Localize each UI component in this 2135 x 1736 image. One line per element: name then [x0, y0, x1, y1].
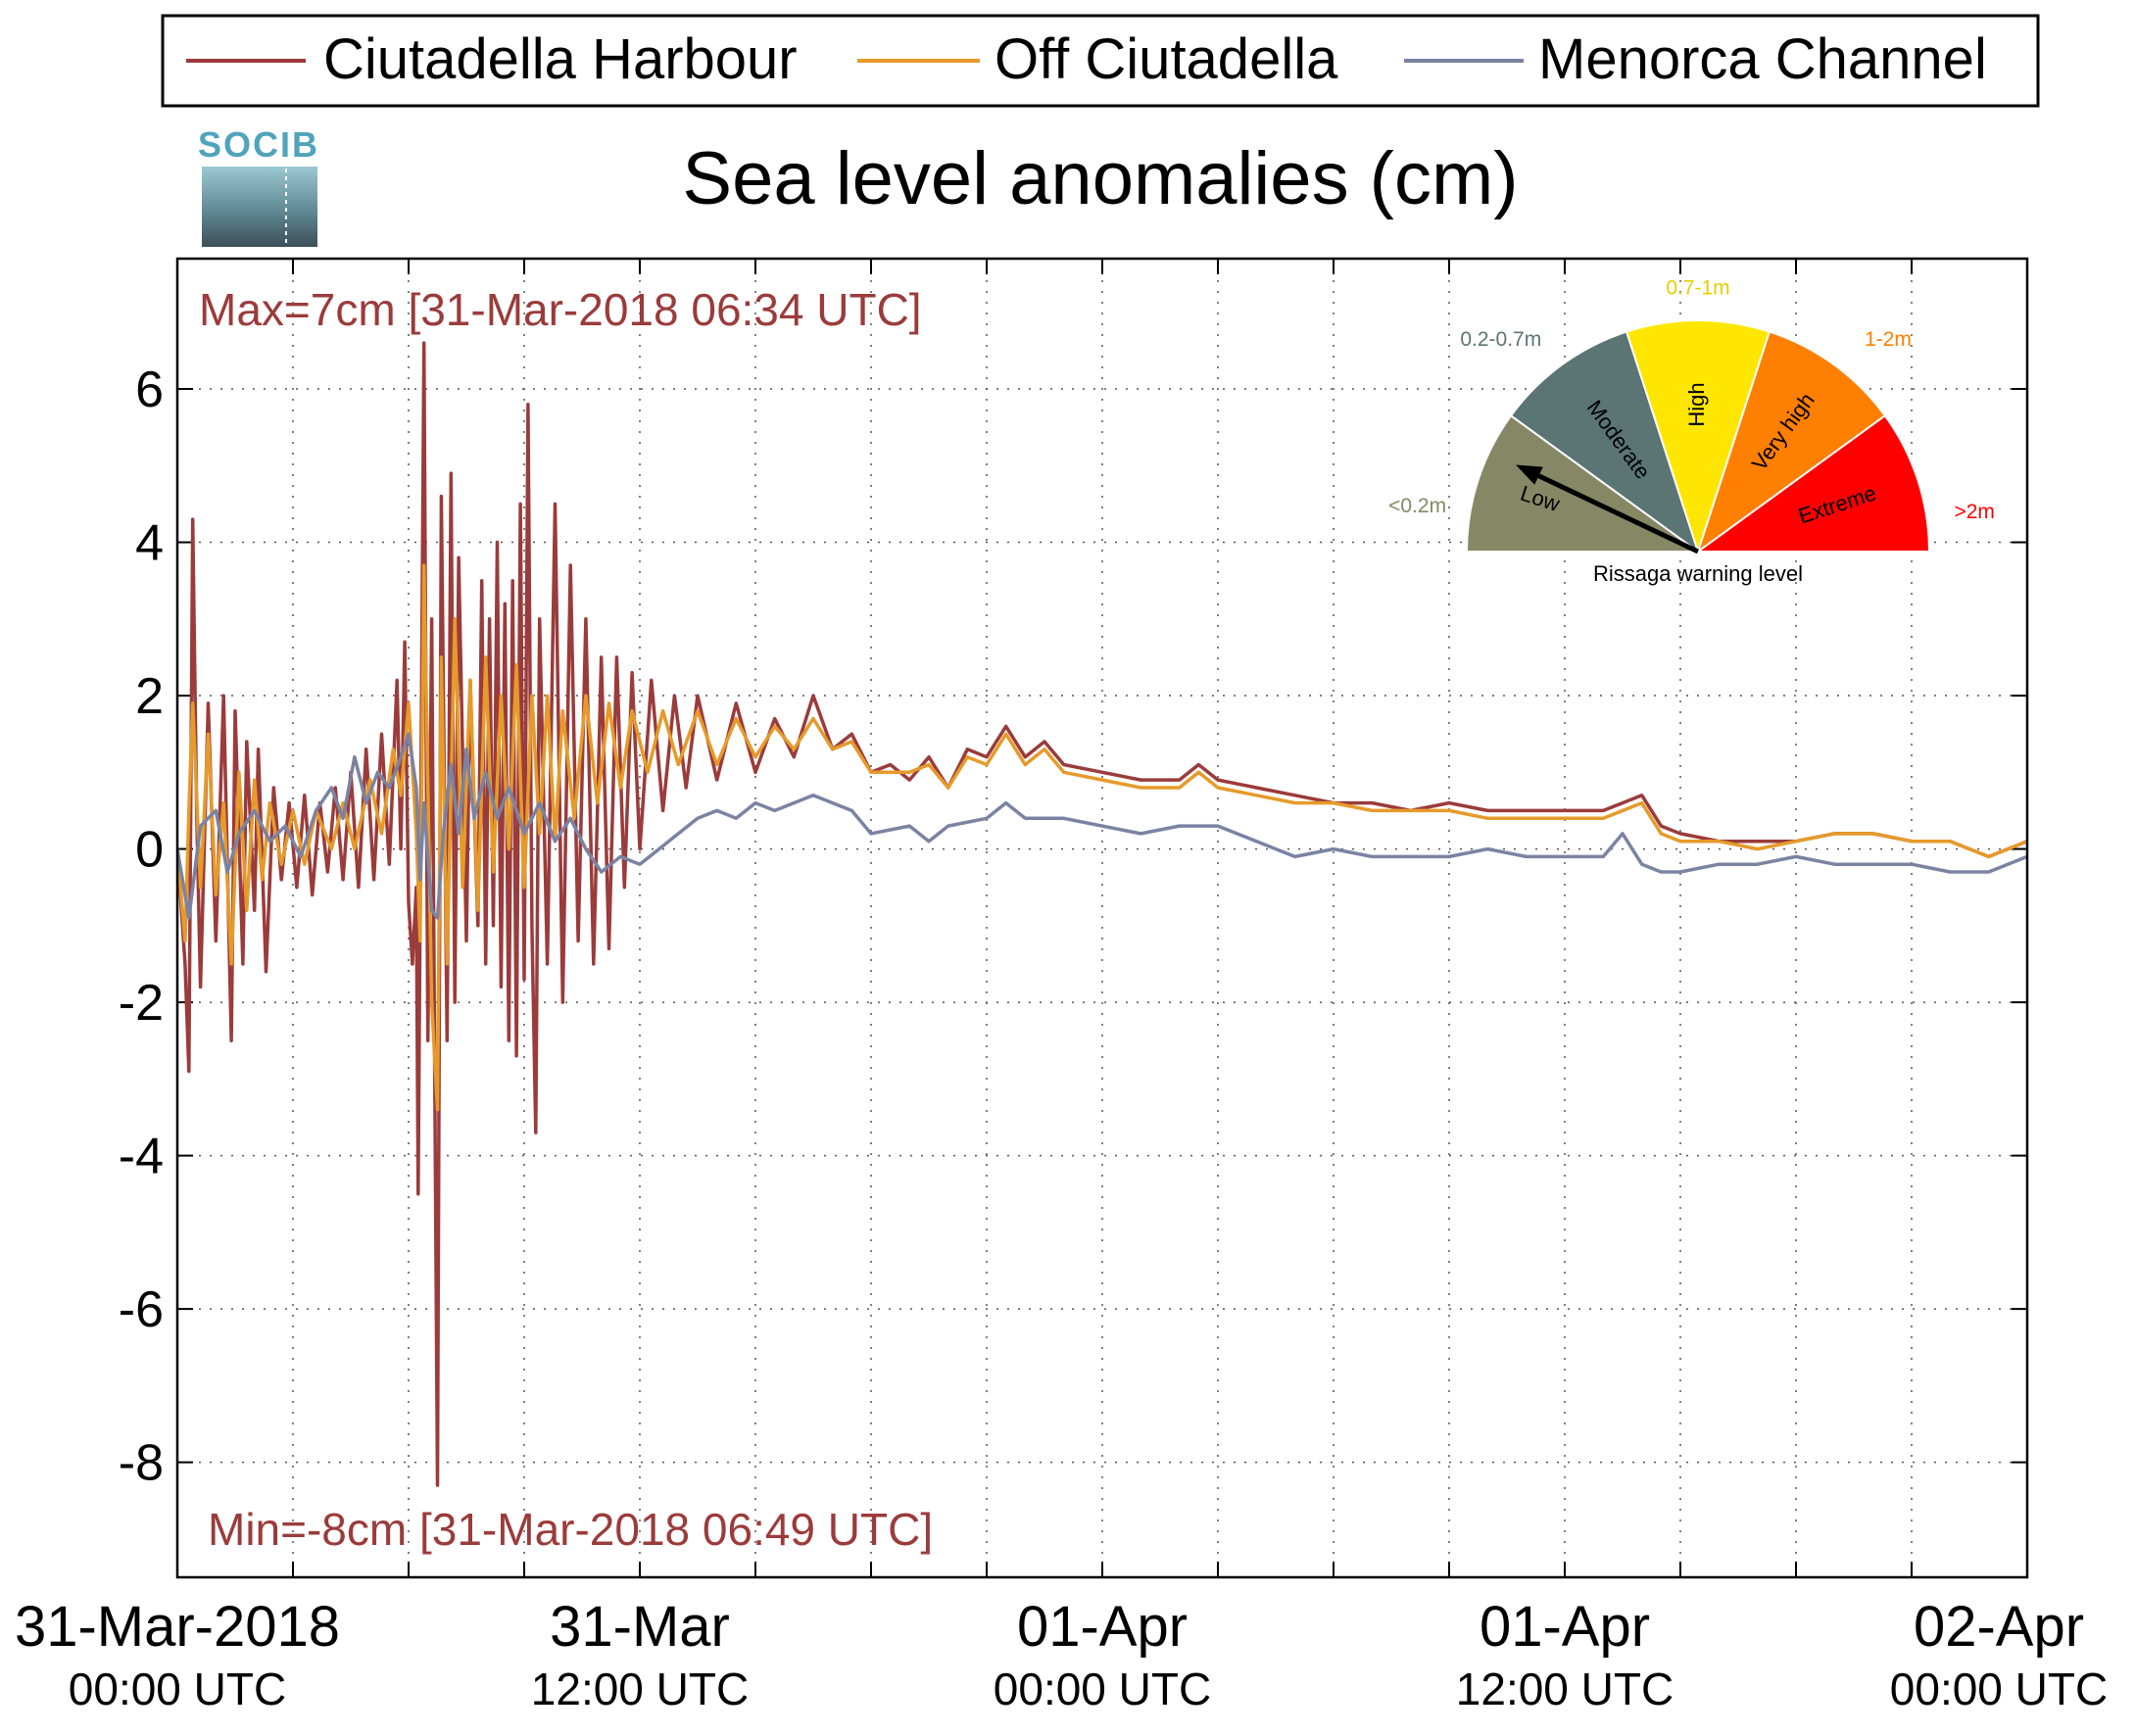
- gauge-range-label-high: 0.7-1m: [1666, 277, 1729, 300]
- y-tick-label: -6: [119, 1281, 164, 1338]
- y-tick-label: -4: [119, 1129, 164, 1185]
- chart-title: Sea level anomalies (cm): [682, 137, 1518, 220]
- gauge-range-label-low: <0.2m: [1388, 495, 1446, 517]
- legend-label-off-ciutadella: Off Ciutadella: [995, 27, 1338, 91]
- x-tick-label-time: 00:00 UTC: [69, 1664, 286, 1714]
- gauge-caption: Rissaga warning level: [1593, 561, 1803, 586]
- x-tick-label-date: 02-Apr: [1914, 1595, 2084, 1659]
- gauge-range-label-very-high: 1-2m: [1865, 328, 1912, 351]
- y-tick-labels: -8 -6 -4 -2 0 2 4 6: [119, 362, 164, 1492]
- gauge-segment-high: [1625, 319, 1771, 555]
- series-group: [177, 341, 2027, 1487]
- min-annotation: Min=-8cm [31-Mar-2018 06:49 UTC]: [208, 1504, 933, 1555]
- series-line-ciutadella-harbour: [177, 341, 2027, 1487]
- gauge-segment-low: [1465, 413, 1702, 553]
- x-tick-label-date: 31-Mar-2018: [15, 1595, 340, 1659]
- y-tick-label: 6: [135, 362, 164, 418]
- x-tick-label-time: 00:00 UTC: [994, 1664, 1211, 1714]
- gauge-needle: [1520, 464, 1700, 555]
- x-tick-label-date: 01-Apr: [1480, 1595, 1650, 1659]
- y-tick-label: 0: [135, 822, 164, 879]
- axis-ticks: [177, 259, 2027, 1577]
- y-tick-label: 2: [135, 668, 164, 725]
- y-tick-label: -2: [119, 975, 164, 1032]
- socib-logo-text: SOCIB: [198, 124, 319, 165]
- x-tick-label-date: 31-Mar: [550, 1595, 730, 1659]
- plot-frame: [175, 257, 2029, 1579]
- gauge-segment-very-high: [1696, 330, 1887, 555]
- gauge-needle-arrowhead: [1516, 464, 1543, 485]
- legend: Ciutadella Harbour Off Ciutadella Menorc…: [161, 14, 2040, 108]
- max-annotation: Max=7cm [31-Mar-2018 06:34 UTC]: [199, 284, 922, 335]
- y-tick-label: 4: [135, 515, 164, 572]
- socib-logo: SOCIB: [198, 124, 319, 247]
- x-tick-label-date: 01-Apr: [1017, 1595, 1188, 1659]
- x-tick-label-time: 00:00 UTC: [1890, 1664, 2108, 1714]
- gauge-range-label-extreme: >2m: [1954, 501, 1994, 523]
- series-line-menorca-channel: [177, 732, 2027, 920]
- x-tick-label-time: 12:00 UTC: [531, 1664, 749, 1714]
- legend-label-ciutadella-harbour: Ciutadella Harbour: [323, 27, 798, 91]
- y-tick-label: -8: [119, 1435, 164, 1492]
- gauge-segment-extreme: [1694, 413, 1931, 553]
- legend-label-menorca-channel: Menorca Channel: [1538, 27, 1987, 91]
- gauge-range-label-moderate: 0.2-0.7m: [1460, 328, 1541, 351]
- x-tick-label-time: 12:00 UTC: [1456, 1664, 1674, 1714]
- gauge-segment-moderate: [1509, 330, 1700, 555]
- gauge-level-label-high: High: [1684, 382, 1709, 426]
- legend-box: [161, 14, 2040, 108]
